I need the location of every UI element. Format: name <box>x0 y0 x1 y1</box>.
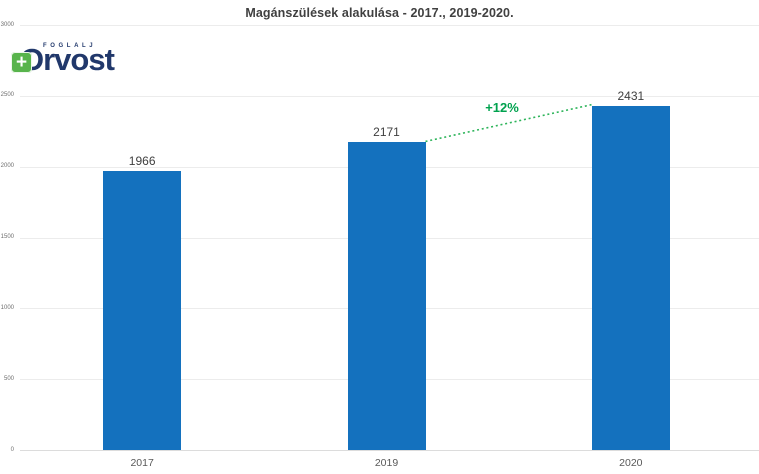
x-axis-category-label: 2017 <box>130 456 154 469</box>
bar-value-label: 2171 <box>373 125 400 140</box>
foglaljorvost-logo: + FOGLALJ Orvost <box>6 39 136 81</box>
bar-value-label: 1966 <box>128 154 156 169</box>
x-axis-category-label: 2020 <box>619 456 643 469</box>
gridline <box>20 95 759 97</box>
logo-orvost-text: Orvost <box>20 42 115 77</box>
y-axis-tick-label: 2000 <box>0 163 14 170</box>
y-axis-tick-label: 1000 <box>0 304 14 311</box>
gridline <box>20 25 759 26</box>
y-axis-tick-label: 2500 <box>0 92 14 99</box>
bar-2017 <box>103 171 182 450</box>
bar-2019 <box>347 142 426 450</box>
bar-value-label: 2431 <box>617 88 645 103</box>
percent-change-label: +12% <box>485 100 519 116</box>
plus-glyph: + <box>15 51 28 73</box>
x-axis-category-label: 2019 <box>374 456 399 469</box>
medical-plus-icon: + <box>11 52 32 73</box>
gridline <box>20 450 759 451</box>
y-axis-tick-label: 0 <box>10 446 14 453</box>
logo-foglalj-text: FOGLALJ <box>43 43 97 49</box>
y-axis-tick-label: 500 <box>3 375 14 382</box>
bar-2020 <box>591 105 670 450</box>
y-axis-tick-label: 1500 <box>0 234 14 240</box>
y-axis-tick-label: 3000 <box>0 21 14 28</box>
chart-title: Magánszülések alakulása - 2017., 2019-20… <box>245 6 514 20</box>
